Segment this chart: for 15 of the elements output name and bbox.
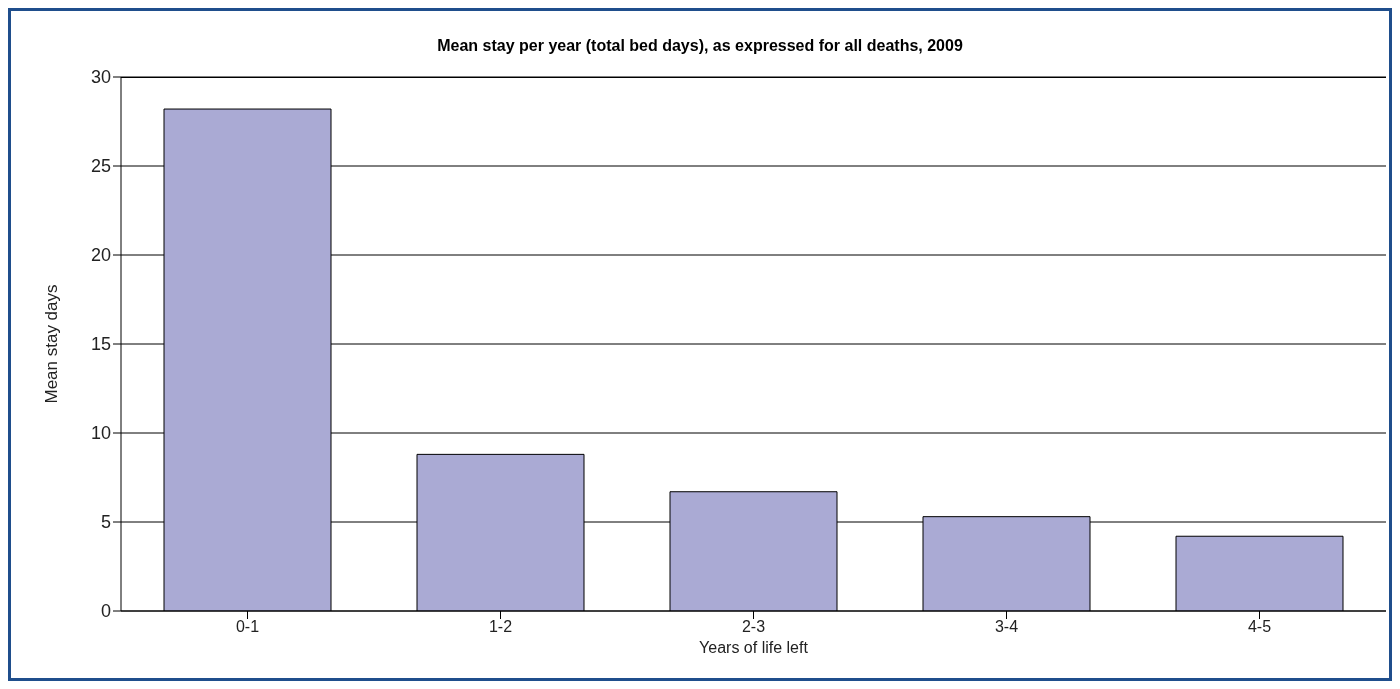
x-axis-title: Years of life left <box>699 639 809 656</box>
y-tick-label: 15 <box>90 334 111 355</box>
x-tick-label: 1-2 <box>488 618 513 636</box>
x-tick-label: 0-1 <box>235 618 260 636</box>
y-tick-label: 5 <box>100 512 111 533</box>
y-tick-label: 30 <box>90 67 111 88</box>
x-tick-label: 2-3 <box>741 618 766 636</box>
x-tick-label: 3-4 <box>994 618 1019 636</box>
y-axis-title: Mean stay days <box>42 284 62 404</box>
chart-title: Mean stay per year (total bed days), as expressed for all deaths, 2009 <box>436 37 964 55</box>
y-tick-label: 0 <box>100 601 111 622</box>
y-tick-label: 25 <box>90 156 111 177</box>
y-tick-label: 10 <box>90 423 111 444</box>
x-tick-label: 4-5 <box>1247 618 1272 636</box>
y-tick-label: 20 <box>90 245 111 266</box>
